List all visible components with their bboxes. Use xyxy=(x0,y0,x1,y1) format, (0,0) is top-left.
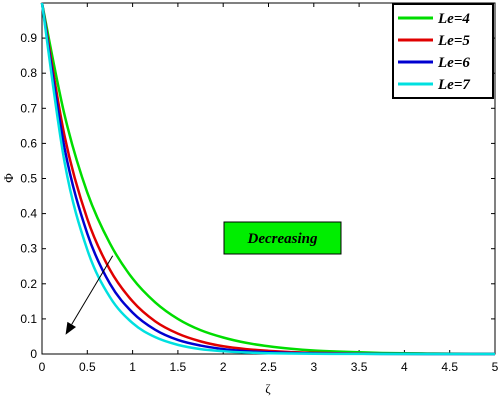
annotation-arrowhead xyxy=(65,321,76,335)
x-tick-label: 1.5 xyxy=(170,360,187,374)
annotation: Decreasing xyxy=(65,221,342,335)
x-tick-label: 0.5 xyxy=(79,360,96,374)
y-tick-label: 0.9 xyxy=(20,31,37,45)
x-tick-label: 4 xyxy=(401,360,408,374)
series-line-4 xyxy=(40,2,495,356)
y-tick-label: 0.7 xyxy=(20,101,37,115)
y-axis-label: Φ xyxy=(1,173,16,183)
annotation-arrow xyxy=(71,255,114,325)
y-tick-label: 0.1 xyxy=(20,312,37,326)
legend-label: Le=6 xyxy=(437,55,470,71)
y-tick-label: 0.6 xyxy=(20,136,37,150)
x-tick-label: 2.5 xyxy=(260,360,277,374)
annotation-box xyxy=(223,221,342,255)
series-lines xyxy=(40,2,496,356)
x-axis-label: ζ xyxy=(265,381,271,396)
legend-label: Le=5 xyxy=(437,33,470,49)
x-tick-label: 1 xyxy=(129,360,136,374)
x-tick-label: 3 xyxy=(310,360,317,374)
x-tick-label: 2 xyxy=(220,360,227,374)
y-tick-label: 0.5 xyxy=(20,172,37,186)
y-axis-ticks: 0 0.1 0.2 0.3 0.4 0.5 0.6 0.7 0.8 0.9 xyxy=(20,31,495,361)
y-tick-label: 0 xyxy=(30,347,37,361)
annotation-text: Decreasing xyxy=(247,231,318,247)
x-tick-label: 0 xyxy=(39,360,46,374)
legend-box xyxy=(392,3,494,99)
legend: Le=4 Le=5 Le=6 Le=7 xyxy=(392,3,494,99)
y-tick-label: 0.3 xyxy=(20,242,37,256)
legend-label: Le=4 xyxy=(437,11,470,27)
x-tick-label: 5 xyxy=(492,360,498,374)
y-tick-label: 0.4 xyxy=(20,207,37,221)
y-tick-label: 0.2 xyxy=(20,277,37,291)
x-axis-ticks: 0 0.5 1 1.5 2 2.5 3 3.5 4 4.5 5 xyxy=(39,3,498,374)
y-tick-label: 0.8 xyxy=(20,66,37,80)
legend-label: Le=7 xyxy=(437,77,470,93)
x-tick-label: 3.5 xyxy=(351,360,368,374)
x-tick-label: 4.5 xyxy=(441,360,458,374)
